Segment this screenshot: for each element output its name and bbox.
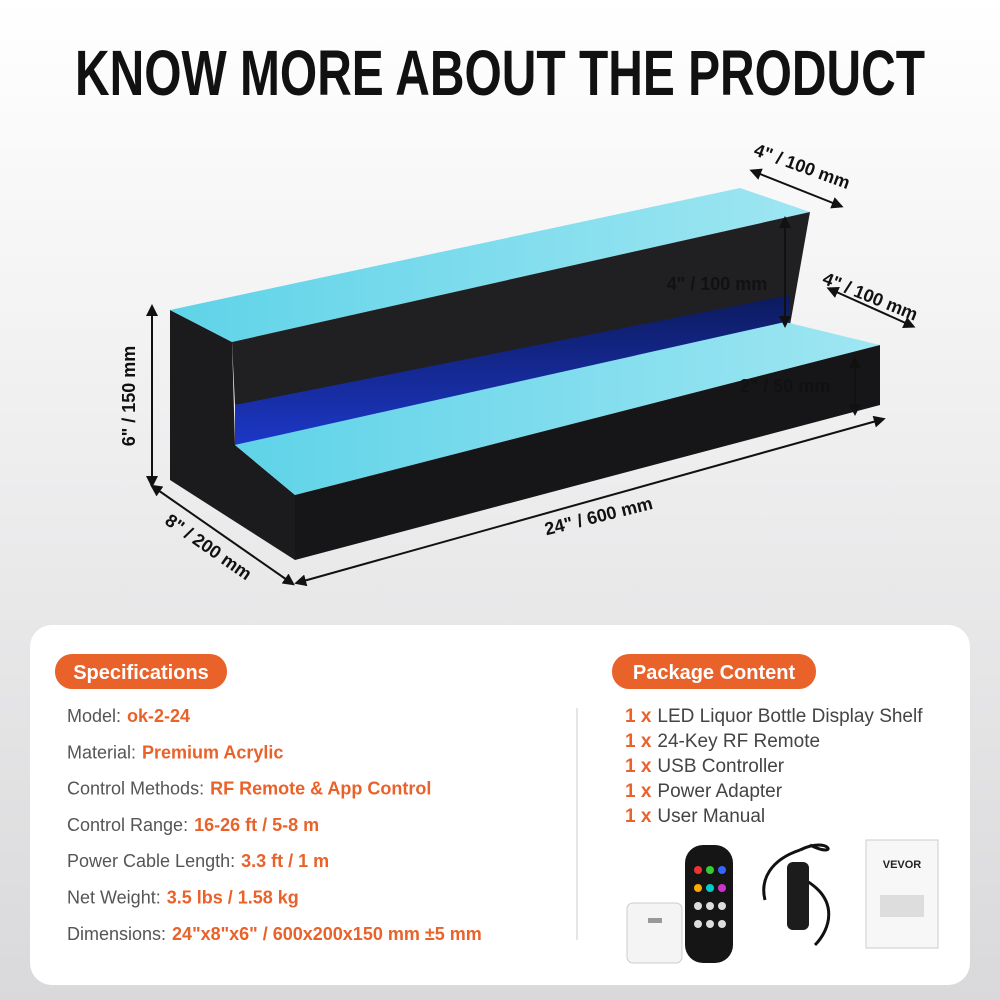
package-item: 1 x 24-Key RF Remote (625, 731, 820, 752)
spec-row: Power Cable Length: 3.3 ft / 1 m (67, 851, 329, 871)
item-quantity: 1 x (625, 756, 652, 777)
spec-label: Power Cable Length: (67, 851, 235, 871)
item-name: LED Liquor Bottle Display Shelf (657, 706, 923, 727)
heading-pill (612, 654, 816, 689)
spec-value: 16-26 ft / 5-8 m (194, 815, 319, 835)
section-heading: Package Content (633, 662, 796, 684)
spec-value: 24"x8"x6" / 600x200x150 mm ±5 mm (172, 924, 482, 944)
dimension-label: 6" / 150 mm (119, 346, 139, 447)
spec-row: Material: Premium Acrylic (67, 742, 283, 762)
section-heading: Specifications (73, 662, 209, 684)
package-item: 1 x USB Controller (625, 756, 785, 777)
item-quantity: 1 x (625, 706, 652, 727)
item-name: Power Adapter (657, 781, 782, 802)
spec-value: Premium Acrylic (142, 742, 283, 762)
spec-card (30, 625, 970, 985)
spec-value: RF Remote & App Control (210, 779, 431, 799)
item-name: USB Controller (657, 756, 784, 777)
spec-row: Dimensions: 24"x8"x6" / 600x200x150 mm ±5… (67, 924, 482, 944)
spec-label: Control Range: (67, 815, 188, 835)
heading-pill (55, 654, 227, 689)
spec-row: Model: ok-2-24 (67, 706, 190, 726)
spec-row: Control Range: 16-26 ft / 5-8 m (67, 815, 319, 835)
item-name: User Manual (657, 806, 765, 827)
manual-brand: VEVOR (883, 859, 922, 871)
dimension-arrows (146, 168, 916, 587)
specifications: Model: ok-2-24 Material: Premium Acrylic Con… (67, 706, 482, 944)
package-item: 1 x Power Adapter (625, 781, 783, 802)
spec-label: Net Weight: (67, 888, 161, 908)
title: KNOW MORE ABOUT THE PRODUCT (75, 37, 925, 109)
spec-label: Control Methods: (67, 779, 204, 799)
spec-label: Material: (67, 742, 136, 762)
accessories-photo: VEVOR (626, 839, 939, 964)
item-quantity: 1 x (625, 806, 652, 827)
spec-value: 3.3 ft / 1 m (241, 851, 329, 871)
package-item: 1 x User Manual (625, 806, 765, 827)
item-name: 24-Key RF Remote (657, 731, 820, 752)
spec-row: Control Methods: RF Remote & App Control (67, 779, 431, 799)
spec-label: Model: (67, 706, 121, 726)
item-quantity: 1 x (625, 731, 652, 752)
spec-label: Dimensions: (67, 924, 166, 944)
dimension-label: 4" / 100 mm (667, 274, 768, 294)
spec-value: ok-2-24 (127, 706, 190, 726)
package-item: 1 x LED Liquor Bottle Display Shelf (625, 706, 923, 727)
dimension-label: 2" / 50 mm (740, 376, 831, 396)
item-quantity: 1 x (625, 781, 652, 802)
spec-row: Net Weight: 3.5 lbs / 1.58 kg (67, 888, 299, 908)
spec-value: 3.5 lbs / 1.58 kg (167, 888, 299, 908)
